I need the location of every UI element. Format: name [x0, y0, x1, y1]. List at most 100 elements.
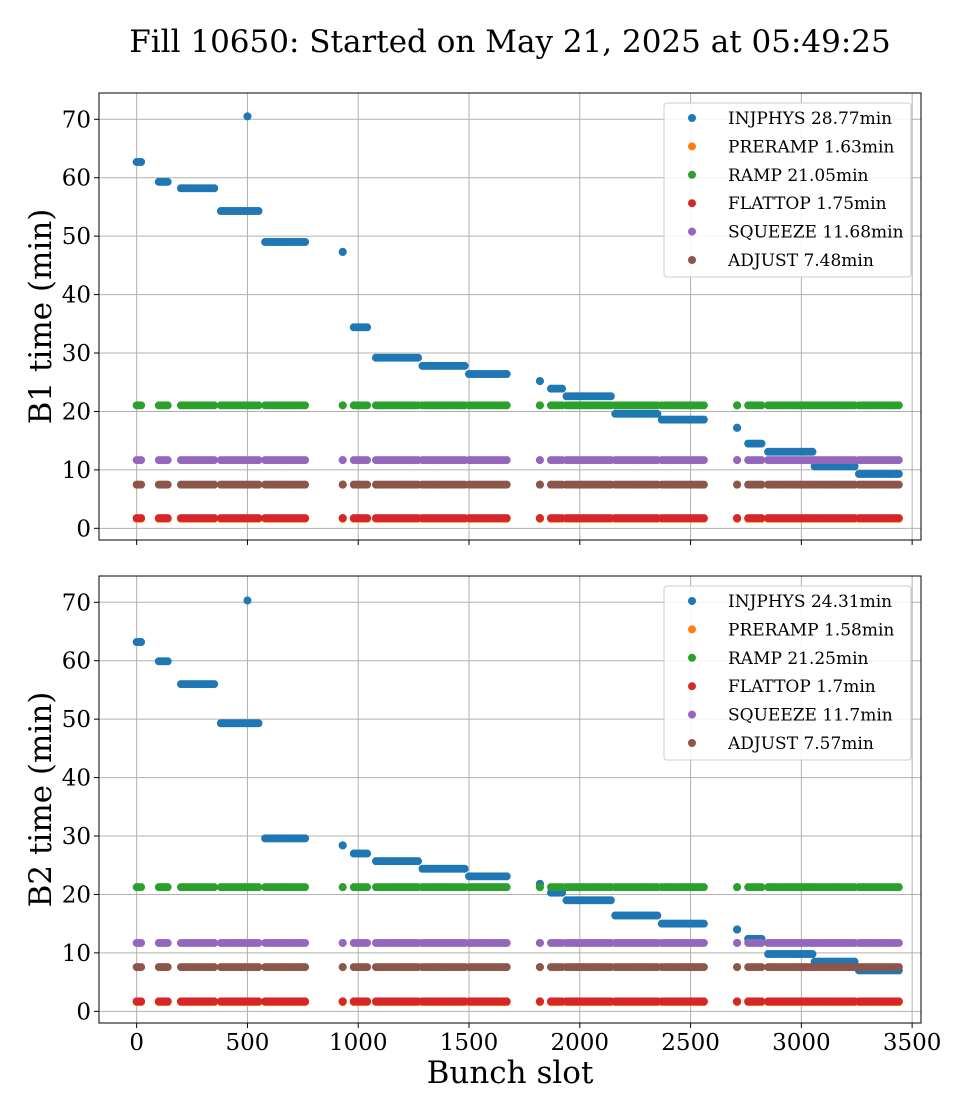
data-point	[137, 157, 146, 166]
data-point	[338, 997, 347, 1006]
data-point	[535, 377, 544, 386]
data-point	[210, 997, 219, 1006]
data-point	[699, 919, 708, 928]
legend-label-squeeze: SQUEEZE 11.68min	[728, 223, 904, 243]
data-point	[363, 401, 372, 410]
y-tick-label: 20	[62, 882, 91, 908]
data-point	[137, 938, 146, 947]
data-point	[338, 247, 347, 256]
data-point	[254, 963, 263, 972]
data-point	[363, 997, 372, 1006]
data-point	[757, 963, 766, 972]
data-point	[243, 112, 252, 121]
y-tick-label: 70	[62, 590, 91, 616]
data-point	[301, 456, 310, 465]
data-point	[699, 415, 708, 424]
data-point	[535, 514, 544, 523]
series-ramp	[132, 883, 903, 892]
y-tick-label: 50	[62, 707, 91, 733]
data-point	[894, 480, 903, 489]
x-tick-label: 1500	[440, 1030, 499, 1056]
ticks: 0 10 20 30 40 50 60 70	[62, 107, 913, 545]
data-point	[502, 963, 511, 972]
legend-label-squeeze: SQUEEZE 11.7min	[728, 706, 893, 726]
data-point	[894, 456, 903, 465]
data-point	[502, 456, 511, 465]
y-tick-label: 40	[62, 766, 91, 792]
data-point	[163, 883, 172, 892]
data-point	[363, 849, 372, 858]
data-point	[338, 480, 347, 489]
y-tick-label: 20	[62, 399, 91, 425]
legend-label-preramp: PRERAMP 1.58min	[728, 620, 894, 640]
data-point	[757, 997, 766, 1006]
axes-frame	[98, 92, 922, 541]
data-point	[163, 997, 172, 1006]
data-point	[535, 938, 544, 947]
data-point	[301, 938, 310, 947]
data-point	[460, 864, 469, 873]
data-point	[699, 997, 708, 1006]
data-point	[502, 401, 511, 410]
data-point	[301, 480, 310, 489]
data-point	[535, 963, 544, 972]
legend-label-injphys: INJPHYS 24.31min	[728, 592, 892, 612]
legend-marker-squeeze	[688, 710, 696, 719]
data-point	[254, 883, 263, 892]
x-tick-label: 1000	[329, 1030, 388, 1056]
data-point	[363, 883, 372, 892]
data-point	[850, 462, 859, 471]
data-point	[301, 401, 310, 410]
data-point	[894, 401, 903, 410]
series-adjust	[132, 480, 903, 489]
data-point	[163, 657, 172, 666]
y-tick-label: 40	[62, 283, 91, 309]
data-points	[132, 112, 903, 523]
data-point	[363, 514, 372, 523]
data-point	[338, 938, 347, 947]
data-point	[757, 883, 766, 892]
series-squeeze	[132, 456, 903, 465]
y-axis-label: B2 time (min)	[23, 692, 59, 908]
x-tick-label: 2000	[551, 1030, 610, 1056]
data-point	[363, 480, 372, 489]
data-point	[163, 963, 172, 972]
legend: INJPHYS 28.77min PRERAMP 1.63min RAMP 21.0…	[663, 102, 912, 278]
series-flattop	[132, 997, 903, 1006]
y-tick-label: 10	[62, 458, 91, 484]
y-tick-label: 30	[62, 824, 91, 850]
series-ramp	[132, 401, 903, 410]
data-point	[163, 480, 172, 489]
legend-marker-preramp	[688, 625, 696, 634]
data-point	[254, 719, 263, 728]
data-point	[757, 439, 766, 448]
legend-marker-adjust	[688, 256, 696, 264]
legend-marker-squeeze	[688, 227, 696, 236]
data-point	[137, 480, 146, 489]
data-point	[699, 938, 708, 947]
data-point	[301, 834, 310, 843]
data-point	[363, 456, 372, 465]
data-point	[254, 480, 263, 489]
data-point	[254, 207, 263, 216]
data-point	[363, 938, 372, 947]
data-point	[733, 938, 742, 947]
data-point	[733, 480, 742, 489]
data-point	[502, 480, 511, 489]
data-point	[699, 514, 708, 523]
data-point	[757, 401, 766, 410]
data-point	[210, 680, 219, 689]
data-point	[301, 963, 310, 972]
data-point	[210, 184, 219, 193]
data-point	[210, 938, 219, 947]
data-point	[733, 997, 742, 1006]
y-tick-label: 10	[62, 941, 91, 967]
x-axis-label: Bunch slot	[427, 1055, 594, 1091]
legend-marker-ramp	[688, 653, 696, 662]
legend-label-preramp: PRERAMP 1.63min	[728, 137, 894, 157]
legend-marker-flattop	[688, 682, 696, 691]
data-point	[254, 514, 263, 523]
data-point	[894, 514, 903, 523]
data-point	[254, 456, 263, 465]
data-point	[137, 997, 146, 1006]
